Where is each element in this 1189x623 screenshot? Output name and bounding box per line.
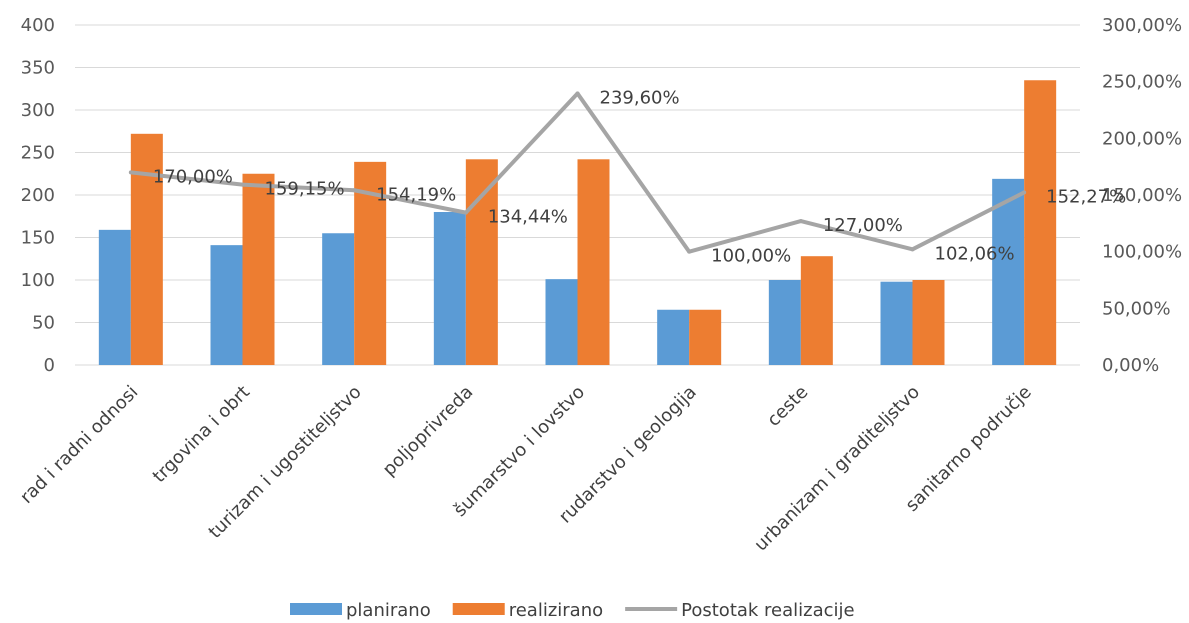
bar-realizirano [242,173,275,365]
line-point [910,247,915,252]
x-category-label: trgovina i obrt [149,382,254,487]
legend-swatch-planirano [290,603,342,615]
x-category-label: ceste [763,382,812,431]
x-category-label: sanitarno područje [902,382,1036,516]
line-point [798,219,803,224]
data-label: 159,15% [265,179,345,200]
legend-label: planirano [346,600,431,621]
y-right-tick-label: 200,00% [1102,128,1182,149]
line-point [128,170,133,175]
data-label: 152,27% [1046,186,1126,207]
bar-planirano [768,280,801,365]
bar-realizirano [800,256,833,365]
y-left-tick-label: 50 [32,313,55,334]
y-left-tick-label: 0 [44,355,55,376]
data-label: 100,00% [711,246,791,267]
y-left-tick-label: 200 [21,185,55,206]
y-left-tick-label: 350 [21,58,55,79]
y-right-tick-label: 300,00% [1102,15,1182,36]
y-right-tick-label: 100,00% [1102,242,1182,263]
line-point [1022,190,1027,195]
legend-label: realizirano [509,600,603,621]
bar-planirano [433,212,466,365]
data-label: 154,19% [376,184,456,205]
legend-swatch-realizirano [452,603,505,615]
bar-planirano [657,309,690,365]
line-point [463,210,468,215]
bar-planirano [322,233,355,365]
bar-planirano [992,178,1025,365]
bar-realizirano [577,159,610,365]
y-left-tick-label: 150 [21,228,55,249]
y-right-tick-label: 50,00% [1102,298,1171,319]
y-right-tick-label: 0,00% [1102,355,1159,376]
data-label: 134,44% [488,207,568,228]
data-label: 239,60% [600,87,680,108]
legend-label: Postotak realizacije [681,600,854,621]
line-point [240,182,245,187]
x-category-label: poljoprivreda [379,382,478,481]
bar-planirano [880,281,913,365]
bar-planirano [210,245,243,365]
line-point [687,249,692,254]
line-point [352,188,357,193]
bar-realizirano [1024,80,1057,365]
y-left-tick-label: 300 [21,100,55,121]
data-label: 102,06% [935,243,1015,264]
y-left-tick-label: 400 [21,15,55,36]
bar-realizirano [912,280,945,365]
y-left-tick-label: 250 [21,143,55,164]
y-right-tick-label: 150,00% [1102,185,1182,206]
bar-planirano [545,279,578,365]
data-label: 170,00% [153,166,233,187]
data-label: 127,00% [823,215,903,236]
line-point [575,91,580,96]
y-right-tick-label: 250,00% [1102,72,1182,93]
bar-planirano [98,229,131,365]
y-left-tick-label: 100 [21,270,55,291]
x-category-label: rad i radni odnosi [16,382,142,508]
bar-realizirano [465,159,498,365]
bar-realizirano [689,309,722,365]
